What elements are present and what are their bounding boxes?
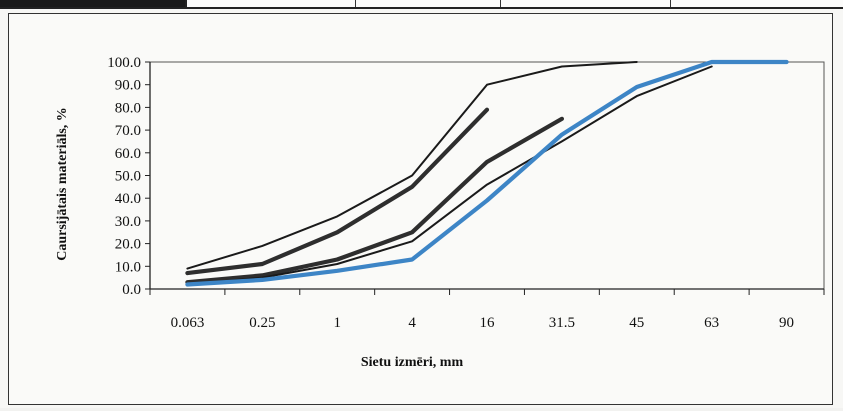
labels-group: 0.0 10.0 20.0 30.0 40.0 50.0 60.0 70.0 80.0 90.0 1… (107, 55, 794, 331)
y-tick-label: 0.0 (122, 282, 141, 298)
page-top-tab (0, 0, 187, 7)
x-tick-label: 0.063 (171, 315, 205, 331)
y-tick-label: 100.0 (107, 55, 141, 71)
y-tick-label: 60.0 (115, 146, 141, 162)
x-tick-label: 4 (408, 315, 416, 331)
page-top-tick (355, 0, 356, 7)
axes-group (145, 61, 825, 295)
series-group (185, 59, 789, 287)
y-tick-label: 30.0 (115, 214, 141, 230)
page-top-border (0, 0, 843, 9)
x-tick-label: 0.25 (249, 315, 275, 331)
x-axis-title: Sietu izmēri, mm (361, 355, 464, 370)
page-top-tick (670, 0, 671, 7)
series-line-4 (186, 65, 713, 286)
series-line-3 (185, 116, 564, 285)
x-tick-label: 90 (779, 315, 794, 331)
x-tick-label: 16 (480, 315, 496, 331)
y-tick-label: 70.0 (115, 123, 141, 139)
x-tick-label: 45 (629, 315, 644, 331)
series-line-1 (186, 61, 638, 270)
y-axis-title: Caursijātais materiāls, % (55, 107, 70, 261)
x-tick-label: 31.5 (549, 315, 575, 331)
x-tick-label: 1 (333, 315, 341, 331)
x-tick-label: 63 (704, 315, 719, 331)
y-tick-label: 40.0 (115, 191, 141, 207)
y-tick-label: 20.0 (115, 237, 141, 253)
y-tick-label: 90.0 (115, 78, 141, 94)
y-tick-label: 50.0 (115, 169, 141, 185)
y-tick-label: 10.0 (115, 259, 141, 275)
series-line-2 (185, 107, 490, 276)
plot-area-border (149, 61, 825, 290)
grading-curve-chart: 0.0 10.0 20.0 30.0 40.0 50.0 60.0 70.0 80.0 90.0 1… (55, 55, 825, 370)
y-tick-label: 80.0 (115, 100, 141, 116)
series-line-5 (185, 59, 789, 287)
page-top-tick (500, 0, 501, 7)
chart-frame: 0.0 10.0 20.0 30.0 40.0 50.0 60.0 70.0 80.0 90.0 1… (8, 13, 833, 405)
